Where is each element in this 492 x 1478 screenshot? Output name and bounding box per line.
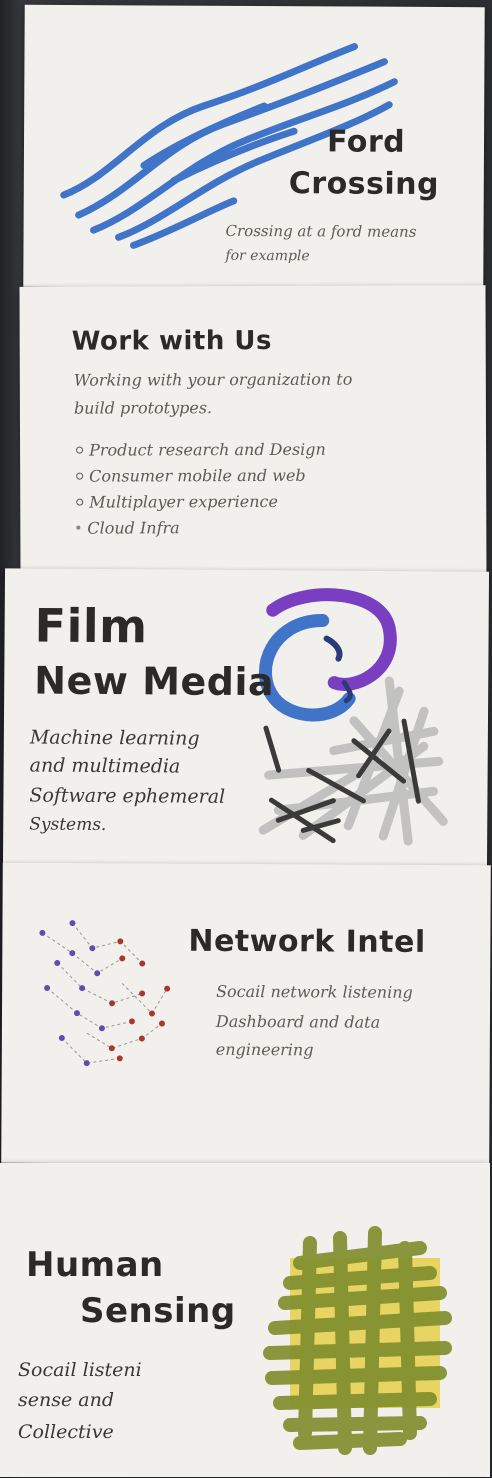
card-title-line: Ford — [326, 124, 406, 160]
olive-scribble-drawing — [263, 1226, 452, 1455]
card-work-with-us: Work with Us Working with your organizat… — [19, 285, 487, 577]
bullet-dot-icon — [76, 525, 81, 530]
card-title-line: Human — [26, 1245, 164, 1285]
card-body-line: Dashboard and data — [215, 1011, 381, 1032]
card-body-line: Software ephemeral — [29, 784, 226, 808]
card-body-line: Systems. — [29, 814, 107, 836]
card-body-line: and multimedia — [29, 754, 181, 778]
card-title: Network Intel — [188, 923, 426, 960]
card-body-line: Collective — [18, 1421, 114, 1443]
card-network-intel: Network Intel Socail network listening D… — [1, 862, 491, 1166]
card-title-line: Sensing — [80, 1291, 236, 1331]
card-body-line: Socail network listening — [216, 981, 413, 1002]
card-intro-line: build prototypes. — [73, 398, 213, 418]
list-item: Consumer mobile and web — [76, 461, 456, 488]
river-waves-drawing — [60, 43, 398, 249]
bullet-text: Cloud Infra — [87, 517, 180, 538]
card-body-line: Socail listeni — [18, 1359, 142, 1381]
list-item: Multiplayer experience — [76, 487, 456, 514]
card-film-new-media: Film New Media Machine learning and mult… — [2, 568, 490, 870]
swirl-and-crosshatch-drawing — [258, 588, 448, 846]
list-item: Product research and Design — [76, 435, 456, 462]
bullet-text: Consumer mobile and web — [89, 465, 306, 486]
bullet-dot-icon — [76, 498, 84, 506]
card-title-line: New Media — [34, 658, 275, 705]
card-body-line: for example — [225, 247, 310, 265]
card-body-line: sense and — [18, 1389, 114, 1411]
card-title-line: Film — [34, 598, 148, 654]
bullet-text: Product research and Design — [89, 439, 326, 460]
card-intro-line: Working with your organization to — [73, 369, 353, 390]
network-graph-drawing — [39, 920, 171, 1067]
bullet-text: Multiplayer experience — [89, 491, 278, 512]
card-body-line: Machine learning — [29, 726, 200, 750]
bullet-dot-icon — [76, 472, 84, 480]
card-title: Work with Us — [71, 325, 273, 357]
card-body-line: Crossing at a ford means — [225, 221, 417, 241]
list-item: Cloud Infra — [76, 513, 456, 540]
card-title-line: Crossing — [288, 166, 440, 202]
card-human-sensing: Human Sensing Socail listeni sense and C… — [0, 1163, 490, 1477]
card-body-line: engineering — [215, 1039, 314, 1060]
bullet-dot-icon — [76, 446, 84, 454]
card-ford-crossing: Ford Crossing Crossing at a ford means f… — [23, 4, 485, 290]
bullet-list: Product research and Design Consumer mob… — [76, 435, 456, 540]
